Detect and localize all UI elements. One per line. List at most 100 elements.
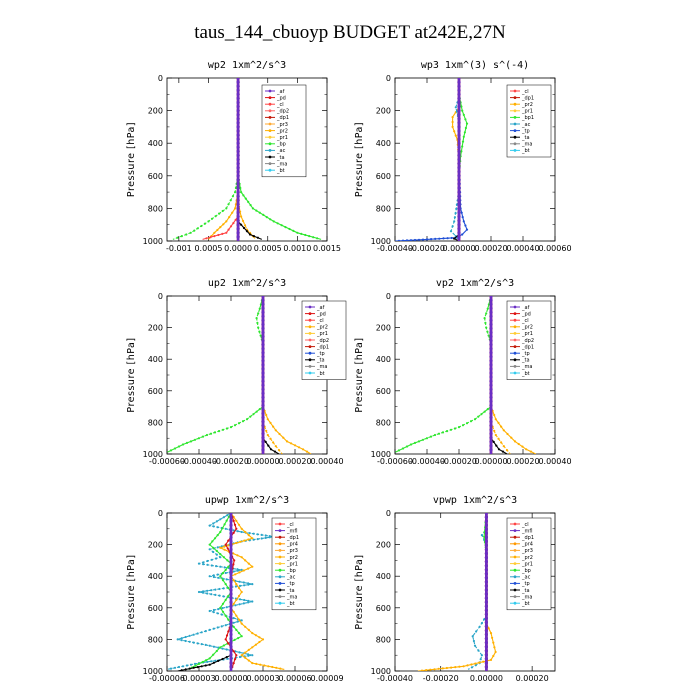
data-point	[213, 537, 217, 540]
data-point	[208, 628, 211, 632]
y-tick-label: 600	[376, 387, 391, 396]
data-point	[453, 130, 456, 133]
data-point	[236, 129, 240, 133]
data-point	[238, 580, 241, 583]
data-point	[251, 654, 254, 657]
data-point	[430, 238, 433, 241]
data-point	[288, 227, 291, 231]
legend-entry: _ma	[521, 142, 532, 148]
data-point	[189, 663, 193, 666]
data-point	[229, 649, 233, 653]
x-tick-label: -0.00060	[149, 457, 185, 466]
data-point	[457, 426, 461, 429]
data-point	[215, 557, 218, 560]
series-group	[167, 513, 285, 671]
legend-marker	[513, 149, 517, 152]
legend: _af_pd_cl_dp2_dp1_pr3_pr2_pr1_bp_ac_ta_m…	[261, 84, 307, 178]
data-point	[258, 408, 261, 411]
data-point	[236, 117, 240, 121]
legend-marker	[513, 142, 517, 146]
data-point	[269, 448, 273, 451]
data-point	[229, 628, 233, 633]
legend-marker	[268, 168, 272, 172]
legend-marker	[278, 542, 282, 546]
data-point	[225, 220, 228, 223]
data-point	[449, 428, 453, 431]
data-point	[220, 613, 223, 616]
data-point	[271, 665, 274, 669]
data-point	[243, 539, 246, 542]
data-point	[251, 565, 254, 568]
data-point	[232, 552, 235, 555]
data-point	[193, 662, 197, 666]
data-point	[221, 657, 224, 661]
legend-entry: _ac	[286, 575, 296, 581]
data-point	[236, 92, 240, 96]
data-point	[261, 387, 265, 391]
data-point	[247, 628, 250, 632]
y-tick-label: 800	[148, 635, 163, 644]
data-point	[465, 122, 469, 125]
data-point	[489, 326, 493, 330]
data-point	[292, 229, 295, 232]
data-point	[237, 618, 241, 621]
legend-marker	[268, 96, 272, 99]
legend-entry: _af	[316, 305, 325, 311]
data-point	[261, 343, 265, 347]
data-point	[236, 214, 240, 219]
data-point	[413, 238, 417, 241]
data-point	[197, 437, 201, 440]
x-tick-label: -0.00040	[181, 457, 217, 466]
data-point	[229, 616, 233, 620]
legend-marker	[513, 358, 517, 362]
data-point	[484, 551, 488, 556]
data-point	[235, 583, 238, 586]
series-group	[417, 513, 497, 671]
data-point	[236, 194, 240, 198]
series-line-ac	[167, 513, 274, 670]
data-point	[214, 593, 217, 597]
data-point	[257, 326, 260, 329]
series-group	[172, 78, 322, 241]
y-axis-label: Pressure [hPa]	[126, 554, 137, 629]
data-point	[251, 537, 254, 540]
data-point	[460, 211, 463, 214]
data-point	[214, 659, 217, 662]
data-point	[216, 612, 219, 615]
data-point	[457, 109, 461, 113]
legend-entry: _bp	[276, 142, 286, 148]
data-point	[240, 530, 243, 534]
data-point	[500, 425, 503, 428]
data-point	[188, 640, 191, 643]
legend-entry: _ta	[286, 588, 295, 594]
data-point	[255, 317, 258, 320]
data-point	[457, 190, 461, 194]
data-point	[251, 646, 254, 649]
y-tick-label: 200	[148, 541, 163, 550]
data-point	[258, 636, 261, 639]
legend-entry: _pr1	[521, 331, 533, 337]
x-tick-label: 0.00020	[516, 674, 549, 683]
data-point	[484, 645, 488, 649]
data-point	[249, 204, 252, 207]
data-point	[261, 367, 265, 371]
legend-entry: _cl	[316, 318, 324, 324]
data-point	[457, 133, 461, 137]
data-point	[484, 321, 487, 324]
legend-marker	[308, 365, 312, 368]
data-point	[442, 237, 445, 240]
data-point	[457, 153, 461, 157]
data-point	[236, 100, 240, 105]
data-point	[261, 638, 265, 641]
series-line-bp	[188, 513, 243, 670]
data-point	[484, 547, 488, 552]
data-point	[484, 657, 488, 661]
data-point	[180, 235, 183, 238]
data-point	[457, 174, 461, 178]
data-point	[229, 572, 233, 576]
data-point	[429, 668, 432, 671]
x-tick-label: -0.00040	[377, 674, 413, 683]
data-point	[484, 556, 488, 560]
legend-marker	[308, 351, 312, 355]
legend-entry: _bt	[286, 601, 295, 607]
